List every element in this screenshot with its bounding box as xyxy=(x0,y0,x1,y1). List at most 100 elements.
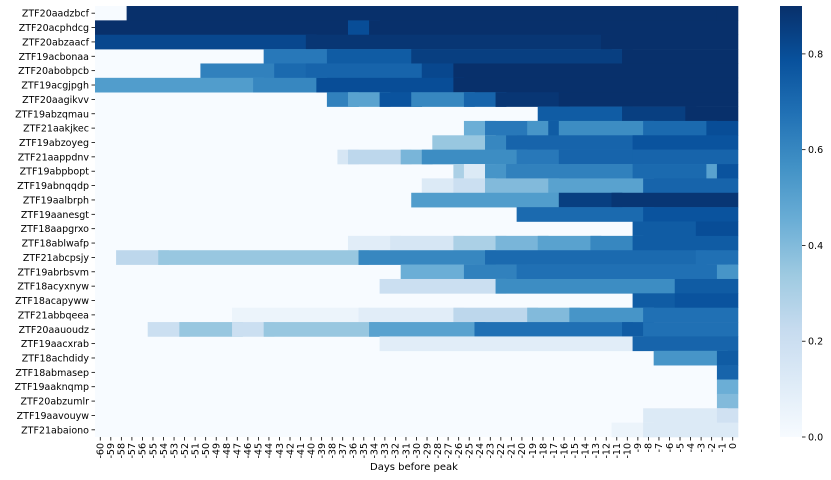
heatmap-cell-ZTF19abzoyeg-3 xyxy=(632,135,739,150)
heatmap-cell-ZTF20abobpcb-4 xyxy=(453,63,739,79)
x-tick-label: -32 xyxy=(391,443,402,459)
y-tick-label: ZTF18aapgrxo xyxy=(21,224,90,235)
heatmap-cell-ZTF19acbonaa-3 xyxy=(622,49,739,64)
heatmap-cell-ZTF19abrbsvm-2 xyxy=(516,264,728,280)
heatmap-cell-ZTF18acyxnyw-1 xyxy=(495,278,686,294)
heatmap-cell-ZTF21abbqeea-1 xyxy=(358,307,465,323)
colorbar-tick-label: 0.4 xyxy=(808,241,823,252)
colorbar-tick-label: 0.8 xyxy=(808,49,823,60)
heatmap-cell-ZTF21abcpsjy-4 xyxy=(695,250,739,265)
x-tick-label: -55 xyxy=(148,443,159,459)
x-tick-label: -7 xyxy=(654,443,665,452)
x-tick-label: -30 xyxy=(412,443,423,459)
heatmap-cell-ZTF21aappdnv-6 xyxy=(632,149,739,165)
x-tick-label: -10 xyxy=(623,443,634,459)
colorbar-tick-label: 0.0 xyxy=(808,433,823,444)
heatmap-cell-ZTF21abbqeea-0 xyxy=(232,307,370,323)
heatmap-cell-ZTF19abnqqdp-2 xyxy=(485,178,560,194)
x-tick-label: -38 xyxy=(327,443,338,459)
x-tick-label: -22 xyxy=(496,443,507,459)
heatmap-cell-ZTF21aappdnv-1 xyxy=(347,149,412,165)
heatmap-cell-ZTF18ablwafp-1 xyxy=(390,235,465,251)
heatmap-cell-ZTF19acbonaa-0 xyxy=(263,49,338,64)
x-tick-label: -37 xyxy=(338,443,349,459)
x-tick-label: -11 xyxy=(612,443,623,459)
heatmap-cell-ZTF19abrbsvm-3 xyxy=(716,264,739,280)
heatmap-cell-ZTF20abzaacf-2 xyxy=(600,34,739,50)
x-tick-label: -24 xyxy=(475,443,486,459)
y-tick-label: ZTF20aadzbcf xyxy=(22,9,90,20)
y-tick-label: ZTF20acphdcg xyxy=(19,23,89,34)
x-tick-label: -57 xyxy=(127,443,138,459)
x-tick-label: -52 xyxy=(180,443,191,459)
heatmap-cell-ZTF21abbqeea-5 xyxy=(643,307,739,323)
heatmap-cell-ZTF19acbonaa-1 xyxy=(326,49,423,64)
heatmap-cell-ZTF19acgjpgh-3 xyxy=(453,77,739,93)
heatmap-cell-ZTF20aauoudz-5 xyxy=(474,322,633,337)
heatmap-cell-ZTF19aacxrab-0 xyxy=(379,336,644,352)
heatmap-cell-ZTF18ablwafp-3 xyxy=(495,235,549,251)
x-tick-label: -48 xyxy=(222,443,233,459)
y-tick-label: ZTF20abobpcb xyxy=(18,66,89,77)
x-tick-label: -4 xyxy=(686,443,697,452)
x-tick-label: -18 xyxy=(538,443,549,459)
colorbar: 0.0 0.2 0.4 0.6 0.8 xyxy=(780,6,823,444)
y-tick-label: ZTF18abmasep xyxy=(15,368,89,379)
heatmap-cell-ZTF19abzqmau-0 xyxy=(537,106,633,122)
heatmap-cell-ZTF20abzumlr-0 xyxy=(716,393,739,409)
x-tick-label: -36 xyxy=(349,443,360,459)
heatmap-cell-ZTF19aalbrph-0 xyxy=(411,192,570,208)
y-tick-label: ZTF19acbonaa xyxy=(19,52,89,63)
x-tick-label: -42 xyxy=(285,443,296,459)
heatmap-cell-ZTF21abbqeea-4 xyxy=(569,307,654,323)
y-tick-label: ZTF19abpbopt xyxy=(20,167,90,178)
heatmap-cell-ZTF19aalbrph-1 xyxy=(558,192,623,208)
heatmap-cell-ZTF19aaknqmp-0 xyxy=(716,379,739,395)
heatmap-cell-ZTF19acgjpgh-1 xyxy=(253,77,328,93)
x-axis-label: Days before peak xyxy=(370,462,458,473)
x-tick-label: -54 xyxy=(159,443,170,459)
heatmap-cell-ZTF20abzaacf-1 xyxy=(305,34,612,50)
x-tick-label: 0 xyxy=(728,443,739,449)
heatmap-cell-ZTF18aapgrxo-1 xyxy=(695,221,739,237)
x-tick-label: -15 xyxy=(570,443,581,459)
heatmap-cell-ZTF19abzqmau-2 xyxy=(685,106,739,122)
heatmap-cell-ZTF20abobpcb-0 xyxy=(200,63,286,79)
heatmap-cell-ZTF19acgjpgh-0 xyxy=(95,77,264,93)
y-tick-label: ZTF20abzaacf xyxy=(22,37,90,48)
heatmap-cell-ZTF21abcpsjy-0 xyxy=(116,250,170,265)
y-tick-label: ZTF20aagikvv xyxy=(22,95,89,106)
x-tick-label: -5 xyxy=(675,443,686,452)
x-tick-label: -39 xyxy=(317,443,328,459)
y-tick-label: ZTF19abzoyeg xyxy=(19,138,89,149)
y-tick-label: ZTF19aavouyw xyxy=(17,411,90,422)
y-tick-label: ZTF20abzumlr xyxy=(20,397,89,408)
heatmap-cell-ZTF20aagikvv-3 xyxy=(411,92,475,107)
y-tick-label: ZTF20aauoudz xyxy=(19,325,89,336)
heatmap-cell-ZTF18achdidy-1 xyxy=(716,350,739,366)
x-tick-label: -31 xyxy=(401,443,412,459)
x-tick-label: -53 xyxy=(169,443,180,459)
heatmap-cell-ZTF19abzoyeg-0 xyxy=(432,135,496,150)
y-tick-labels: ZTF20aadzbcf ZTF20acphdcg ZTF20abzaacf ZTF1… xyxy=(15,9,95,436)
heatmap-cell-ZTF18ablwafp-5 xyxy=(590,235,644,251)
heatmap-cell-ZTF20aadzbcf-0 xyxy=(126,6,728,21)
heatmap-cell-ZTF20aauoudz-7 xyxy=(643,322,739,337)
heatmap-cell-ZTF20acphdcg-2 xyxy=(369,20,739,36)
heatmap-cell-ZTF20acphdcg-0 xyxy=(95,20,359,36)
heatmap-cell-ZTF18ablwafp-2 xyxy=(453,235,507,251)
heatmap-cell-ZTF21aappdnv-3 xyxy=(421,149,528,165)
x-tick-label: -35 xyxy=(359,443,370,459)
heatmap-cell-ZTF21abcpsjy-1 xyxy=(158,250,370,265)
x-tick-label: -2 xyxy=(707,443,718,452)
x-tick-label: -25 xyxy=(465,443,476,459)
heatmap-cell-ZTF21abbqeea-3 xyxy=(527,307,581,323)
heatmap-cell-ZTF19abpbopt-6 xyxy=(716,164,739,179)
heatmap-cell-ZTF21abcpsjy-2 xyxy=(358,250,496,265)
x-tick-label: -44 xyxy=(264,443,275,459)
heatmap-cell-ZTF19aalbrph-2 xyxy=(611,192,739,208)
heatmap-cell-ZTF19abzoyeg-2 xyxy=(506,135,644,150)
colorbar-gradient xyxy=(780,6,802,437)
x-tick-label: -1 xyxy=(717,443,728,452)
